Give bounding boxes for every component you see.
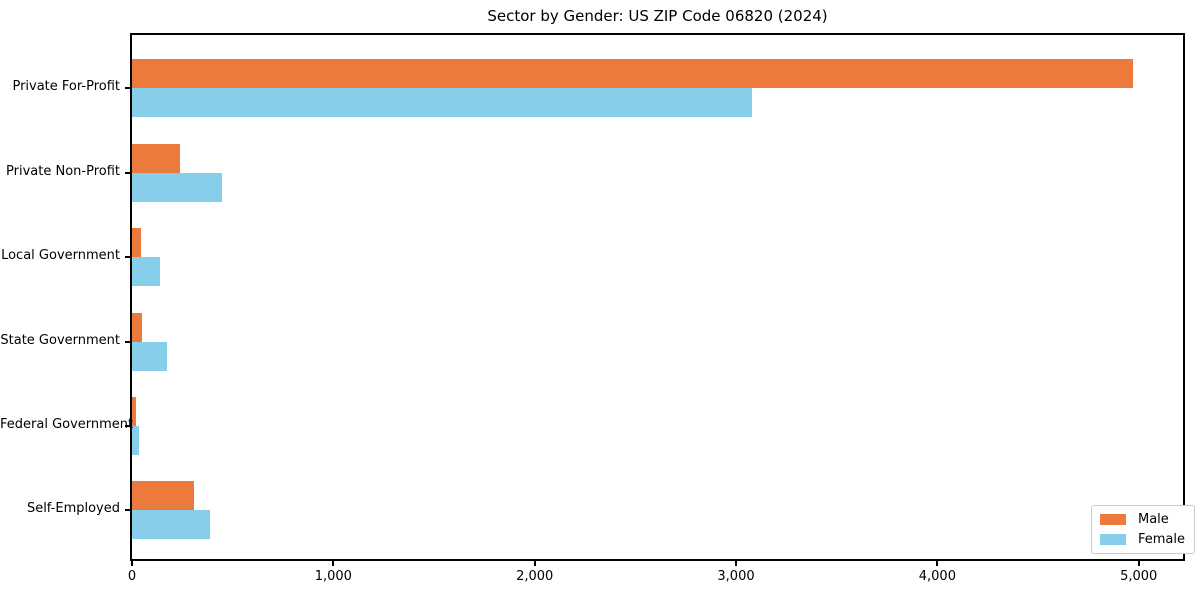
x-tick-mark — [131, 561, 133, 566]
legend-label-male: Male — [1138, 512, 1169, 527]
x-tick-mark — [332, 561, 335, 566]
category-label-2: Local Government — [1, 248, 120, 264]
bar-female-5 — [132, 510, 210, 540]
y-tick-mark — [125, 87, 130, 90]
y-tick-mark — [125, 171, 130, 174]
legend-item-female: Female — [1100, 532, 1185, 547]
x-tick-mark — [936, 561, 939, 566]
x-tick-label-1: 1,000 — [314, 569, 352, 584]
y-tick-mark — [125, 424, 130, 427]
bar-male-1 — [132, 143, 181, 173]
x-tick-mark — [735, 561, 738, 566]
bar-female-4 — [132, 425, 139, 455]
bar-male-2 — [132, 228, 142, 258]
x-tick-label-2: 2,000 — [516, 569, 554, 584]
bar-female-0 — [132, 88, 753, 118]
category-label-1: Private Non-Profit — [6, 163, 120, 179]
y-tick-mark — [125, 509, 130, 512]
category-label-5: Self-Employed — [26, 501, 120, 517]
x-tick-label-3: 3,000 — [717, 569, 755, 584]
y-tick-mark — [125, 340, 130, 343]
bar-male-5 — [132, 481, 195, 511]
female-color-swatch — [1100, 534, 1126, 545]
x-tick-label-5: 5,000 — [1120, 569, 1158, 584]
x-tick-label-4: 4,000 — [918, 569, 956, 584]
category-label-3: State Government — [0, 332, 120, 348]
male-color-swatch — [1100, 514, 1126, 525]
plot-area — [130, 33, 1185, 561]
legend-label-female: Female — [1138, 532, 1186, 547]
bar-female-3 — [132, 341, 168, 371]
x-tick-mark — [1137, 561, 1140, 566]
bar-male-4 — [132, 396, 137, 426]
category-label-0: Private For-Profit — [12, 79, 120, 95]
legend-item-male: Male — [1100, 512, 1185, 527]
bar-female-2 — [132, 257, 161, 287]
category-label-4: Federal Government — [0, 416, 134, 432]
x-tick-mark — [533, 561, 536, 566]
bar-female-1 — [132, 172, 222, 202]
chart-title: Sector by Gender: US ZIP Code 06820 (202… — [487, 7, 828, 25]
y-tick-mark — [125, 256, 130, 259]
x-tick-label-0: 0 — [127, 569, 137, 584]
legend: Male Female — [1091, 505, 1196, 554]
bar-male-0 — [132, 59, 1133, 89]
bar-male-3 — [132, 312, 143, 342]
